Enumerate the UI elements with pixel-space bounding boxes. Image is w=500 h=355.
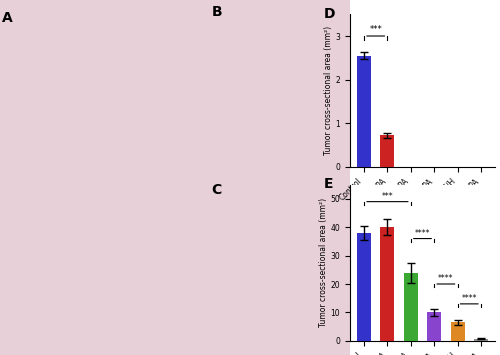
Bar [357, 233, 371, 341]
Text: ****: **** [438, 274, 454, 283]
Text: C: C [212, 183, 222, 197]
Text: ***: *** [382, 192, 393, 201]
Bar [450, 322, 464, 341]
Bar [427, 312, 441, 341]
Text: ****: **** [462, 294, 477, 303]
Text: ***: *** [370, 25, 382, 34]
Text: A: A [2, 11, 13, 24]
Y-axis label: Tumor cross-sectional area (mm²): Tumor cross-sectional area (mm²) [324, 26, 332, 155]
Bar [474, 339, 488, 341]
Bar [380, 136, 394, 167]
Y-axis label: Tumor cross-sectional area (mm²): Tumor cross-sectional area (mm²) [319, 198, 328, 327]
Text: ****: **** [415, 229, 430, 238]
Text: B: B [212, 5, 222, 19]
Bar [404, 273, 418, 341]
Text: D: D [324, 6, 336, 21]
Bar [380, 227, 394, 341]
Text: E: E [324, 177, 334, 191]
Bar [357, 56, 371, 167]
